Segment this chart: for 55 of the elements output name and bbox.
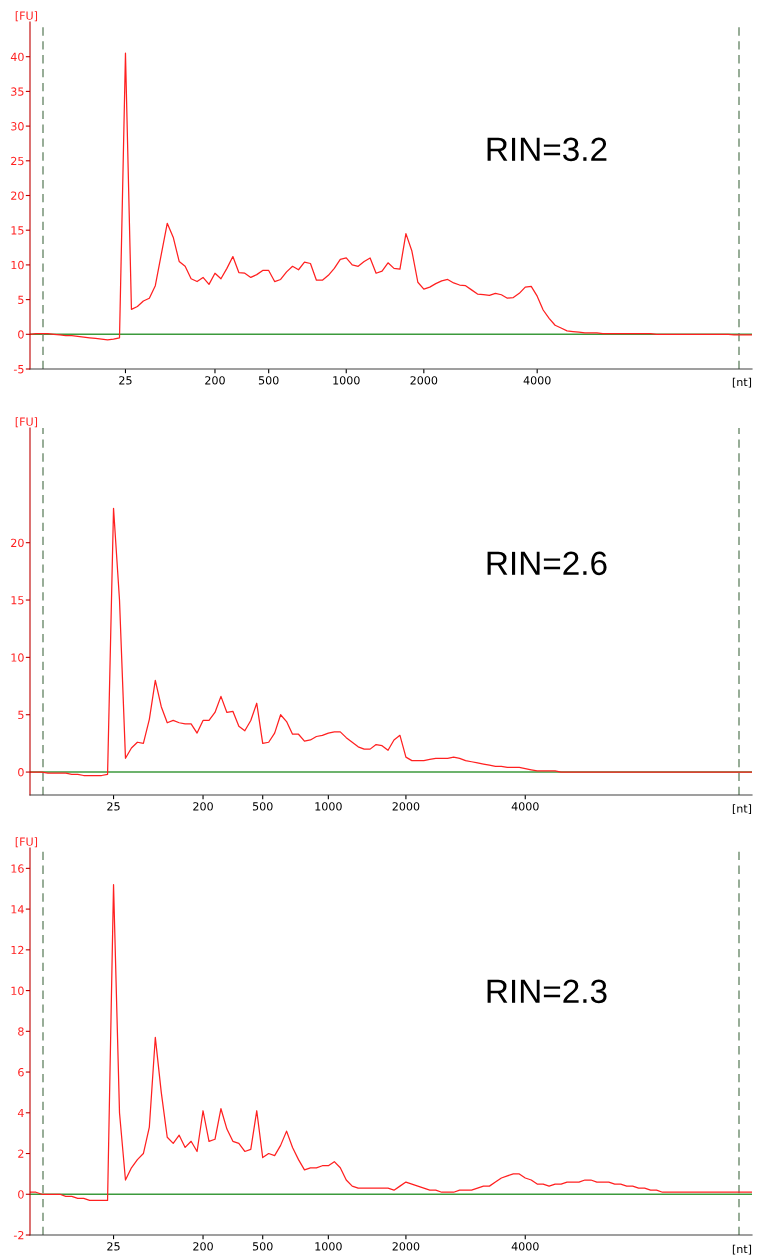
y-tick-label: 0 xyxy=(18,1190,24,1199)
y-axis-title: [FU] xyxy=(15,417,38,428)
x-tick-label: 500 xyxy=(252,802,273,811)
x-tick-label: 200 xyxy=(193,802,213,811)
y-tick-label: 5 xyxy=(18,295,24,304)
x-tick-label: 4000 xyxy=(511,802,539,811)
x-axis-title: [nt] xyxy=(732,1244,752,1255)
x-tick-label: 25 xyxy=(107,1242,120,1251)
y-tick-label: 40 xyxy=(10,52,24,62)
annotation: RIN=2.6 xyxy=(487,551,607,576)
x-tick-label: 4000 xyxy=(511,1242,539,1251)
y-tick-label: 8 xyxy=(18,1027,24,1036)
x-tick-label: 1000 xyxy=(315,1242,342,1251)
line-series xyxy=(30,52,752,341)
x-tick-label: 500 xyxy=(252,1242,273,1251)
y-tick-label: 16 xyxy=(11,864,24,873)
y-axis-title: [FU] xyxy=(15,837,38,848)
y-tick-label: 6 xyxy=(18,1068,24,1077)
y-tick-label: 15 xyxy=(11,226,24,235)
line-series xyxy=(30,507,752,777)
x-tick-label: 500 xyxy=(258,376,279,385)
y-tick-label: 14 xyxy=(11,905,24,914)
annotation: RIN=2.3 xyxy=(487,979,607,1004)
x-tick-label: 2000 xyxy=(392,1242,420,1251)
y-tick-label: 12 xyxy=(11,945,24,955)
x-tick-label: 1000 xyxy=(333,376,360,385)
y-tick-label: 0 xyxy=(18,330,24,339)
y-tick-label: 25 xyxy=(11,156,24,166)
y-tick-label: 15 xyxy=(11,596,24,605)
y-tick-label: 35 xyxy=(11,87,24,96)
x-tick-label: 2000 xyxy=(410,376,438,385)
y-tick-label: 10 xyxy=(11,260,24,270)
annotation: RIN=3.2 xyxy=(487,137,607,162)
y-tick-label: -2 xyxy=(13,1230,24,1240)
y-tick-label: 0 xyxy=(18,768,24,777)
x-tick-label: 25 xyxy=(119,376,132,385)
line-series xyxy=(30,884,752,1201)
x-axis-title: [nt] xyxy=(732,377,752,388)
x-tick-label: 2000 xyxy=(392,802,420,811)
y-tick-label: -5 xyxy=(13,365,24,374)
y-tick-label: 20 xyxy=(11,191,24,200)
y-tick-label: 2 xyxy=(18,1149,24,1158)
x-tick-label: 1000 xyxy=(315,802,342,811)
x-tick-label: 200 xyxy=(193,1242,213,1251)
x-tick-label: 4000 xyxy=(523,376,551,385)
x-tick-label: 200 xyxy=(205,376,225,385)
y-axis-title: [FU] xyxy=(15,11,38,22)
y-tick-label: 20 xyxy=(11,538,24,548)
y-tick-label: 10 xyxy=(11,986,24,995)
y-tick-label: 4 xyxy=(17,1108,24,1118)
y-tick-label: 10 xyxy=(11,653,24,662)
y-tick-label: 30 xyxy=(11,122,24,131)
x-axis-title: [nt] xyxy=(732,804,752,815)
x-tick-label: 25 xyxy=(107,802,120,811)
y-tick-label: 5 xyxy=(18,710,24,720)
